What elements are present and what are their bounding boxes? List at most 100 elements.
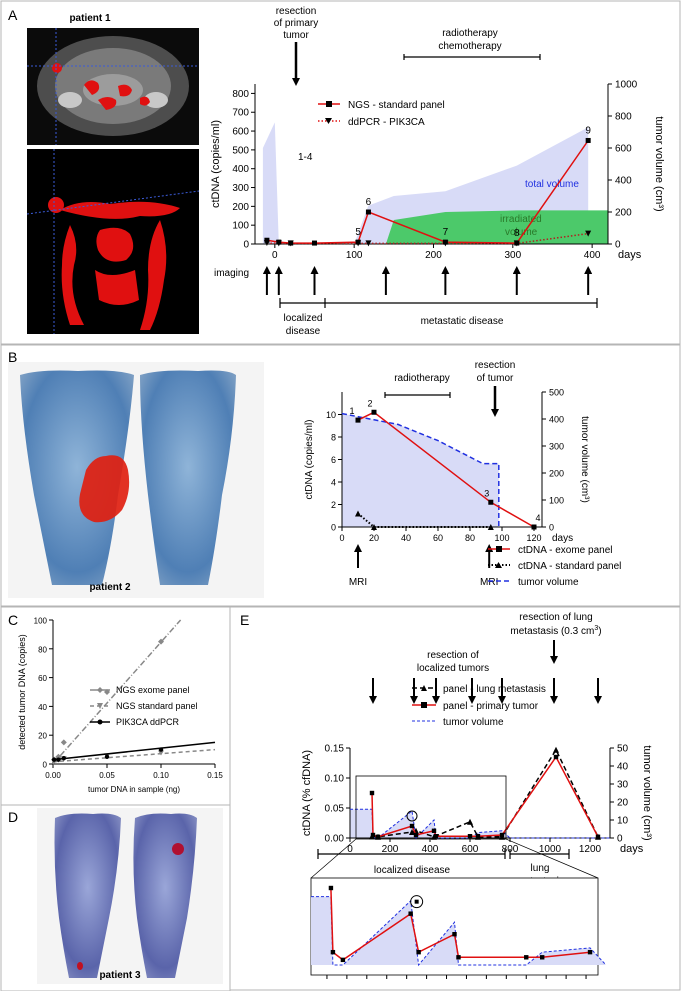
e-primary-point <box>467 834 473 839</box>
a-y2-tick-label: 800 <box>615 112 632 123</box>
c-standard-point <box>158 750 164 756</box>
e-x-tick-label: 600 <box>462 844 479 855</box>
a-therapy-bracket <box>403 54 541 60</box>
e-inset-primary-line <box>330 887 591 961</box>
a-ngs-point <box>355 239 361 245</box>
a-phase-bar <box>279 298 598 308</box>
e-inset-primary-point <box>416 949 421 955</box>
c-y-tick-label: 0 <box>43 761 48 770</box>
e-inset-primary-point <box>340 957 346 963</box>
b-tumor-volume-line <box>341 412 500 527</box>
e-legend-lung-marker <box>421 685 427 691</box>
patient-3-label: patient 3 <box>99 970 141 981</box>
panel-a-letter: A <box>8 7 18 23</box>
c-legend-exome-text: NGS exome panel <box>116 685 190 695</box>
a-irradiated-label-1: irradiated <box>500 214 542 225</box>
e-y2-tick-label: 0 <box>617 834 623 845</box>
e-y2-tick-label: 50 <box>617 744 629 755</box>
e-localized-text: localized disease <box>374 865 451 876</box>
a-localized-1: localized <box>284 313 323 324</box>
b-y-tick-label: 2 <box>331 500 336 510</box>
a-total-volume-label: total volume <box>525 179 579 190</box>
e-inset-primary-point <box>456 955 461 960</box>
e-x-label: days <box>620 843 644 855</box>
b-y-tick-label: 10 <box>326 410 336 420</box>
b-x-tick-label: 120 <box>526 533 541 543</box>
a-ngs-point <box>311 240 317 246</box>
e-inset <box>310 877 607 979</box>
a-point-label: 7 <box>443 227 449 238</box>
e-phase-bar <box>317 849 570 859</box>
c-x-tick-label: 0.00 <box>45 771 61 780</box>
e-inset-area <box>311 896 606 965</box>
a-y-tick-label: 400 <box>232 164 249 175</box>
a-y2-tick-label: 1000 <box>615 80 638 91</box>
e-primary-point <box>431 828 437 833</box>
c-y-tick-label: 40 <box>38 703 47 712</box>
b-y-tick-label: 8 <box>331 433 336 443</box>
e-event-arrows <box>369 640 602 704</box>
a-y-tick-label: 100 <box>232 221 249 232</box>
e-inset-primary-point <box>330 949 336 955</box>
a-resection-text-3: tumor <box>283 30 309 41</box>
b-x-tick-label: 60 <box>433 533 443 543</box>
a-x-tick-label: 400 <box>584 250 601 261</box>
3d-reconstruction-image <box>26 149 200 334</box>
e-legend-primary: panel - primary tumor <box>443 701 539 712</box>
a-x-label: days <box>618 249 642 261</box>
b-legend-exome-marker <box>496 546 502 552</box>
e-primary-point <box>475 834 481 839</box>
e-primary-point <box>375 834 381 839</box>
b-mri-label: MRI <box>480 577 498 588</box>
a-x-tick-label: 100 <box>346 250 363 261</box>
a-ngs-point <box>276 239 282 245</box>
c-ddpcr-fit-line <box>52 741 216 761</box>
a-y-tick-label: 200 <box>232 202 249 213</box>
e-y-label: ctDNA (% cfDNA) <box>301 750 313 836</box>
a-legend-ddpcr-text: ddPCR - PIK3CA <box>348 117 425 128</box>
c-ddpcr-point <box>61 756 66 761</box>
a-point-label: 9 <box>585 125 591 136</box>
e-y2-tick-label: 40 <box>617 762 629 773</box>
b-point-label: 2 <box>367 398 372 408</box>
patient-1-label: patient 1 <box>69 13 111 24</box>
a-y-tick-label: 300 <box>232 183 249 194</box>
b-y-tick-label: 6 <box>331 455 336 465</box>
b-tumor-area <box>342 413 499 527</box>
a-y-tick-label: 700 <box>232 108 249 119</box>
a-ngs-point <box>264 237 270 243</box>
c-x-tick-label: 0.05 <box>99 771 115 780</box>
c-legend-standard-marker <box>97 703 103 709</box>
e-y2-tick-label: 20 <box>617 798 629 809</box>
e-inset-primary-point <box>328 885 334 891</box>
c-y-tick-label: 20 <box>38 732 47 741</box>
b-y2-tick-label: 0 <box>549 523 554 533</box>
b-standard-line <box>357 512 491 528</box>
b-y-label: ctDNA (copies/ml) <box>304 419 315 499</box>
c-x-tick-label: 0.10 <box>153 771 169 780</box>
a-resection-text-2: of primary <box>274 18 318 29</box>
e-y-tick-label: 0.10 <box>325 774 345 785</box>
panel-c-chart: 0.00 0.05 0.10 0.15 0 20 40 60 80 100 detected tum… <box>17 617 223 795</box>
e-inset-primary-point <box>539 955 545 960</box>
b-standard-point <box>371 524 377 530</box>
a-ngs-point <box>585 137 591 143</box>
e-resection-local-1: resection of <box>427 650 479 661</box>
c-x-tick-label: 0.15 <box>207 771 223 780</box>
c-legend-exome-marker <box>97 687 103 693</box>
b-radiotherapy-text: radiotherapy <box>394 373 450 384</box>
a-irradiated-volume-area <box>385 210 608 244</box>
e-x-tick-label: 400 <box>422 844 439 855</box>
e-primary-point <box>370 832 376 838</box>
e-inset-plot <box>311 885 607 979</box>
b-y2-tick-label: 400 <box>549 415 564 425</box>
a-y-tick-label: 600 <box>232 127 249 138</box>
panel-d-letter: D <box>8 809 18 825</box>
a-legend-ngs-marker <box>326 101 332 107</box>
c-exome-point <box>60 739 67 746</box>
a-legend-ddpcr-marker <box>325 118 332 124</box>
e-primary-point <box>553 754 559 760</box>
e-x-tick-label: 200 <box>382 844 399 855</box>
c-exome-fit-line <box>52 619 182 765</box>
a-legend-ngs-text: NGS - standard panel <box>348 100 445 111</box>
